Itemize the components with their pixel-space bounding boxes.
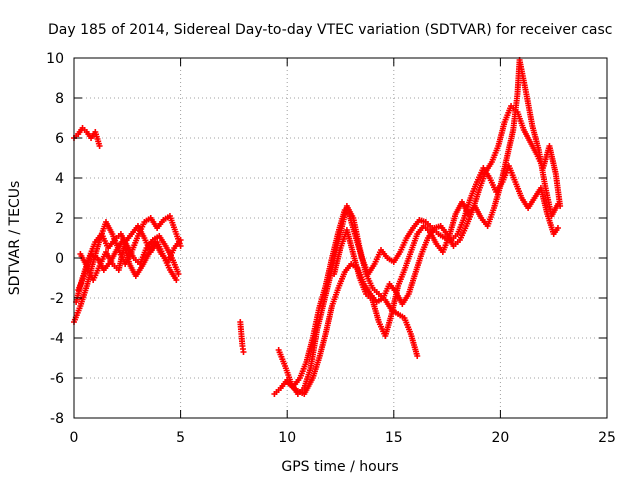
x-tick-label: 15 <box>385 430 403 446</box>
x-tick-label: 25 <box>598 430 616 446</box>
data-series <box>284 103 564 397</box>
data-point <box>554 201 561 207</box>
data-point <box>173 277 180 283</box>
y-tick-label: -4 <box>50 331 64 347</box>
data-point <box>414 353 421 359</box>
data-point <box>175 271 182 277</box>
y-axis-label: SDTVAR / TECUs <box>7 181 23 296</box>
data-series <box>237 319 247 355</box>
plot-frame <box>73 57 608 419</box>
y-tick-label: 2 <box>55 211 64 227</box>
y-tick-label: 6 <box>55 131 64 147</box>
chart-title: Day 185 of 2014, Sidereal Day-to-day VTE… <box>48 22 612 38</box>
x-tick-label: 20 <box>491 430 509 446</box>
data-point <box>96 143 103 149</box>
data-series <box>71 125 103 149</box>
y-tick-label: 8 <box>55 91 64 107</box>
data-points <box>71 57 564 397</box>
axis-ticks: 0 5 10 15 20 25 -8 -6 -4 -2 0 2 4 6 8 10 <box>46 51 616 446</box>
y-tick-label: 4 <box>55 171 64 187</box>
y-tick-label: -8 <box>50 411 64 427</box>
x-tick-label: 10 <box>278 430 296 446</box>
y-tick-label: -2 <box>50 291 64 307</box>
data-point <box>177 237 184 243</box>
x-tick-label: 5 <box>176 430 185 446</box>
y-tick-label: 0 <box>55 251 64 267</box>
y-tick-label: 10 <box>46 51 64 67</box>
data-point <box>554 225 561 231</box>
y-tick-label: -6 <box>50 371 64 387</box>
data-point <box>240 349 247 355</box>
x-axis-label: GPS time / hours <box>281 459 398 475</box>
data-series <box>331 57 561 339</box>
x-tick-label: 0 <box>70 430 79 446</box>
data-series <box>77 223 180 283</box>
